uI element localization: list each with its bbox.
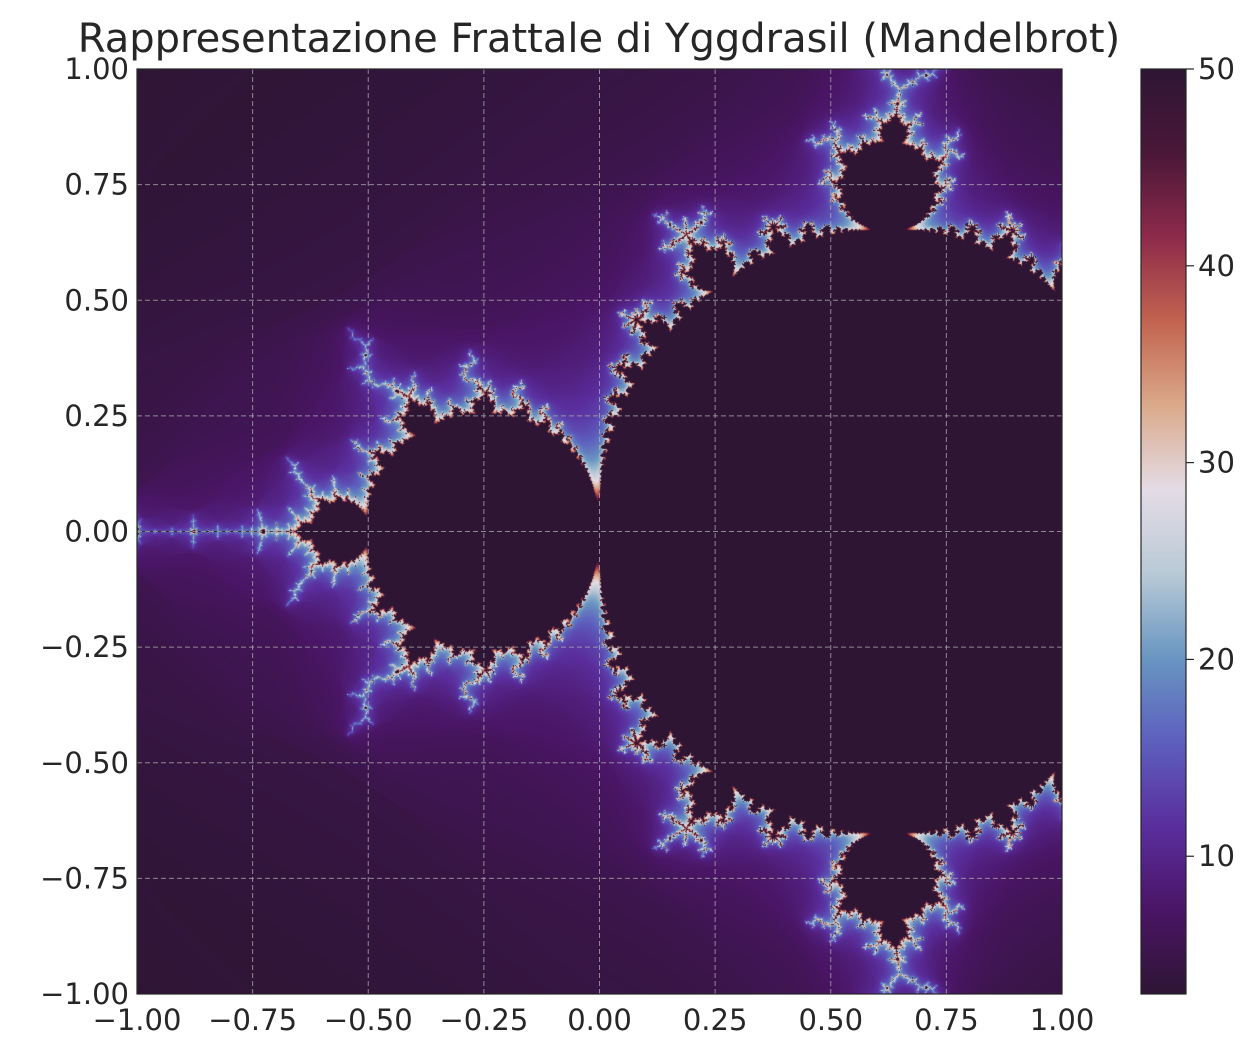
colorbar-tick-label: 50 <box>1198 52 1235 86</box>
plot-area <box>136 68 1063 995</box>
y-axis: 1.00 0.75 0.50 0.25 0.00 −0.25 −0.50 −0.75 −1.00 <box>40 52 129 1011</box>
colorbar-tick-label: 20 <box>1198 642 1235 676</box>
x-axis: −1.00 −0.75 −0.50 −0.25 0.00 0.25 0.50 0.75 1.00 <box>93 1003 1095 1037</box>
y-tick-label: 0.00 <box>64 515 129 549</box>
y-tick-label: −0.25 <box>40 630 129 664</box>
x-tick-label: 0.00 <box>567 1003 632 1037</box>
colorbar: 10 20 30 40 50 <box>1140 52 1235 995</box>
x-tick-label: 1.00 <box>1030 1003 1095 1037</box>
colorbar-ticks: 10 20 30 40 50 <box>1186 52 1235 873</box>
y-tick-label: 1.00 <box>64 52 129 86</box>
y-tick-label: 0.50 <box>64 283 129 317</box>
y-tick-label: −0.75 <box>40 861 129 895</box>
chart-title: Rappresentazione Frattale di Yggdrasil (… <box>78 16 1120 62</box>
x-tick-label: 0.50 <box>798 1003 863 1037</box>
y-tick-label: −1.00 <box>40 977 129 1011</box>
colorbar-gradient <box>1140 68 1187 995</box>
x-tick-label: 0.75 <box>914 1003 979 1037</box>
y-tick-label: 0.75 <box>64 168 129 202</box>
x-tick-label: −0.50 <box>324 1003 413 1037</box>
colorbar-tick-label: 10 <box>1198 839 1235 873</box>
x-tick-label: −0.75 <box>208 1003 297 1037</box>
grid-lines <box>136 68 1063 995</box>
plot-frame <box>136 68 1063 995</box>
y-tick-label: 0.25 <box>64 399 129 433</box>
x-tick-label: −1.00 <box>93 1003 182 1037</box>
x-tick-label: 0.25 <box>683 1003 748 1037</box>
y-tick-label: −0.50 <box>40 746 129 780</box>
colorbar-tick-label: 40 <box>1198 249 1235 283</box>
x-tick-label: −0.25 <box>439 1003 528 1037</box>
colorbar-tick-label: 30 <box>1198 446 1235 480</box>
